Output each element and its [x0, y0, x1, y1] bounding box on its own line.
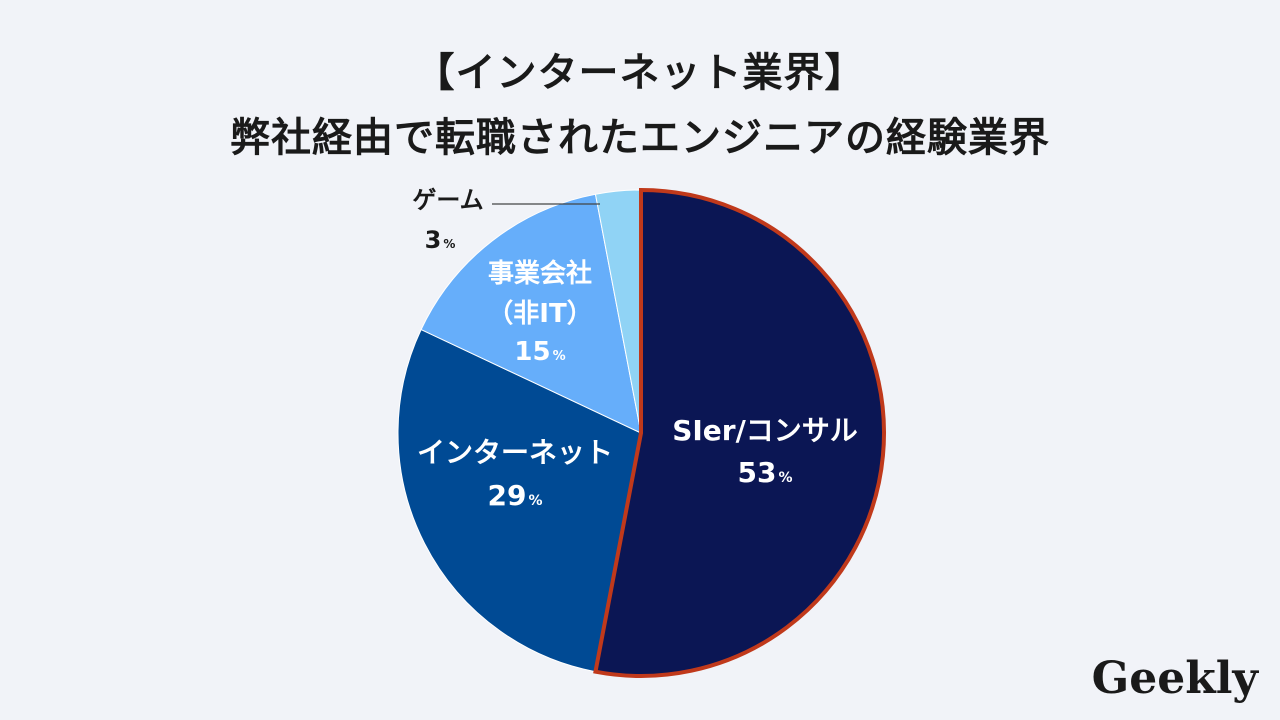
slice-label-3: ゲーム: [412, 186, 483, 214]
pie-slice-2: [420, 193, 642, 434]
slice-value-1: 29%: [488, 479, 543, 512]
geekly-logo: Geekly: [1091, 653, 1258, 704]
slice-value-2: 15%: [514, 337, 565, 367]
slice-value-0: 53%: [738, 456, 793, 489]
slice-label-1: インターネット: [417, 436, 613, 469]
slice-label-2: 事業会社（非IT）: [487, 258, 592, 329]
slice-label-0: SIer/コンサル: [672, 414, 858, 447]
chart-title-line1: 【インターネット業界】: [414, 50, 866, 96]
pie-slice-1: [397, 328, 642, 673]
highlight-outline: [593, 187, 886, 678]
slice-value-3: 3%: [425, 226, 456, 254]
chart-title-line2: 弊社経由で転職されたエンジニアの経験業界: [230, 115, 1050, 161]
